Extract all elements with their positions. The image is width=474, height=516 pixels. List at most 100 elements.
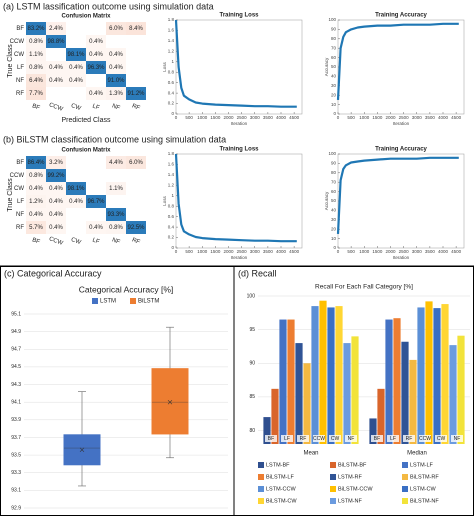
legend-label: LSTM-CW: [410, 486, 436, 492]
y-tick-label: CCW: [10, 39, 25, 45]
empty-cell: [106, 169, 126, 182]
empty-cell: [66, 156, 86, 169]
cell: [66, 182, 86, 195]
cell: [106, 48, 126, 61]
y-tick-label: 1.6: [168, 162, 175, 167]
bar-label: CCW: [419, 436, 431, 442]
x-tick-label: 2000: [223, 115, 234, 120]
legend-label: LSTM-BF: [266, 462, 290, 468]
mean-marker: [167, 399, 173, 405]
y-tick-label: 90: [331, 161, 337, 166]
chart-title: Categorical Accuracy [%]: [79, 284, 173, 294]
x-tick-label: 2500: [399, 249, 410, 254]
cell: [46, 182, 66, 195]
x-tick-label: 0: [337, 249, 340, 254]
y-tick-label: 10: [331, 236, 337, 241]
cell-label: 0.4%: [89, 225, 103, 231]
legend-label: BiLSTM-CCW: [338, 486, 373, 492]
cell: [26, 195, 46, 208]
x-tick-label: 500: [185, 115, 193, 120]
empty-cell: [66, 208, 86, 221]
legend-label: LSTM-RF: [338, 474, 362, 480]
bar-label: BF: [374, 436, 380, 442]
empty-cell: [66, 35, 86, 48]
y-tick-label: 1.8: [168, 151, 175, 156]
cell-label: 99.2%: [47, 173, 65, 179]
cell-label: 1.1%: [29, 52, 43, 58]
cell-label: 96.3%: [87, 65, 105, 71]
cell-label: 0.4%: [49, 225, 63, 231]
x-axis-label: Iteration: [393, 255, 410, 260]
y-tick-label: 94.1: [11, 400, 21, 406]
bar: [279, 319, 287, 444]
y-axis-label: Loss: [162, 196, 167, 206]
bar: [327, 307, 335, 444]
cell: [26, 221, 46, 234]
cell-label: 0.8%: [29, 65, 43, 71]
x-tick-label: LF: [91, 104, 100, 112]
cell: [106, 61, 126, 74]
x-tick-label: 1500: [372, 115, 383, 120]
y-tick-label: 20: [331, 92, 337, 97]
y-tick-label: 94.5: [11, 364, 21, 370]
x-tick-label: CW: [70, 237, 82, 246]
cell-label: 6.4%: [29, 78, 43, 84]
loss-line: [336, 22, 459, 100]
y-tick-label: 94.9: [11, 329, 21, 335]
x-tick-label: 3500: [263, 115, 274, 120]
y-tick-label: 0.6: [168, 214, 175, 219]
loss-line: [336, 156, 459, 234]
y-tick-label: 0: [333, 245, 336, 250]
bar-label: NF: [454, 436, 461, 442]
x-tick-label: 0: [337, 115, 340, 120]
x-tick-label: 2500: [237, 115, 248, 120]
x-tick-label: RF: [131, 237, 141, 245]
cell-label: 98.1%: [67, 52, 85, 58]
loss-line: [174, 153, 297, 243]
y-tick-label: NF: [16, 78, 24, 84]
cell-label: 1.1%: [109, 186, 123, 192]
legend-swatch: [402, 498, 408, 504]
legend-label: BiLSTM-NF: [410, 498, 439, 504]
cell-label: 0.4%: [49, 212, 63, 218]
bar: [319, 300, 327, 444]
y-tick-label: RF: [16, 91, 24, 97]
plot-area: [337, 19, 465, 115]
bar-label-bg: [345, 435, 357, 442]
cell: [46, 61, 66, 74]
bar: [409, 359, 417, 444]
y-tick-label: 90: [249, 361, 255, 367]
legend-label: BiLSTM-BF: [338, 462, 367, 468]
legend-swatch: [330, 486, 336, 492]
x-tick-label: 3500: [263, 249, 274, 254]
y-tick-label: 0.4: [168, 224, 175, 229]
empty-cell: [66, 87, 86, 100]
x-tick-label: Mean: [303, 451, 318, 457]
y-tick-label: 85: [249, 394, 255, 400]
cell: [106, 221, 126, 234]
y-tick-label: 30: [331, 83, 337, 88]
y-tick-label: 94.3: [11, 382, 21, 388]
bar: [311, 306, 319, 444]
x-tick-label: 2000: [223, 249, 234, 254]
x-tick-label: 0: [175, 249, 178, 254]
bar: [425, 301, 433, 444]
cell: [26, 22, 46, 35]
y-tick-label: 0.8: [168, 69, 175, 74]
y-tick-label: 93.9: [11, 417, 21, 423]
x-axis-label: Iteration: [393, 121, 410, 126]
cell-label: 0.4%: [29, 212, 43, 218]
empty-cell: [126, 195, 146, 208]
cell: [106, 87, 126, 100]
x-tick-label: CCW: [48, 236, 64, 247]
y-tick-label: 50: [331, 64, 337, 69]
cell-label: 83.2%: [27, 26, 45, 32]
legend-swatch: [402, 474, 408, 480]
cell-label: 0.4%: [69, 199, 83, 205]
y-tick-label: CW: [14, 52, 24, 58]
bar: [287, 319, 295, 444]
bar: [417, 307, 425, 444]
cell: [126, 87, 146, 100]
chart-title: Training Loss: [219, 147, 259, 153]
legend-swatch: [402, 486, 408, 492]
